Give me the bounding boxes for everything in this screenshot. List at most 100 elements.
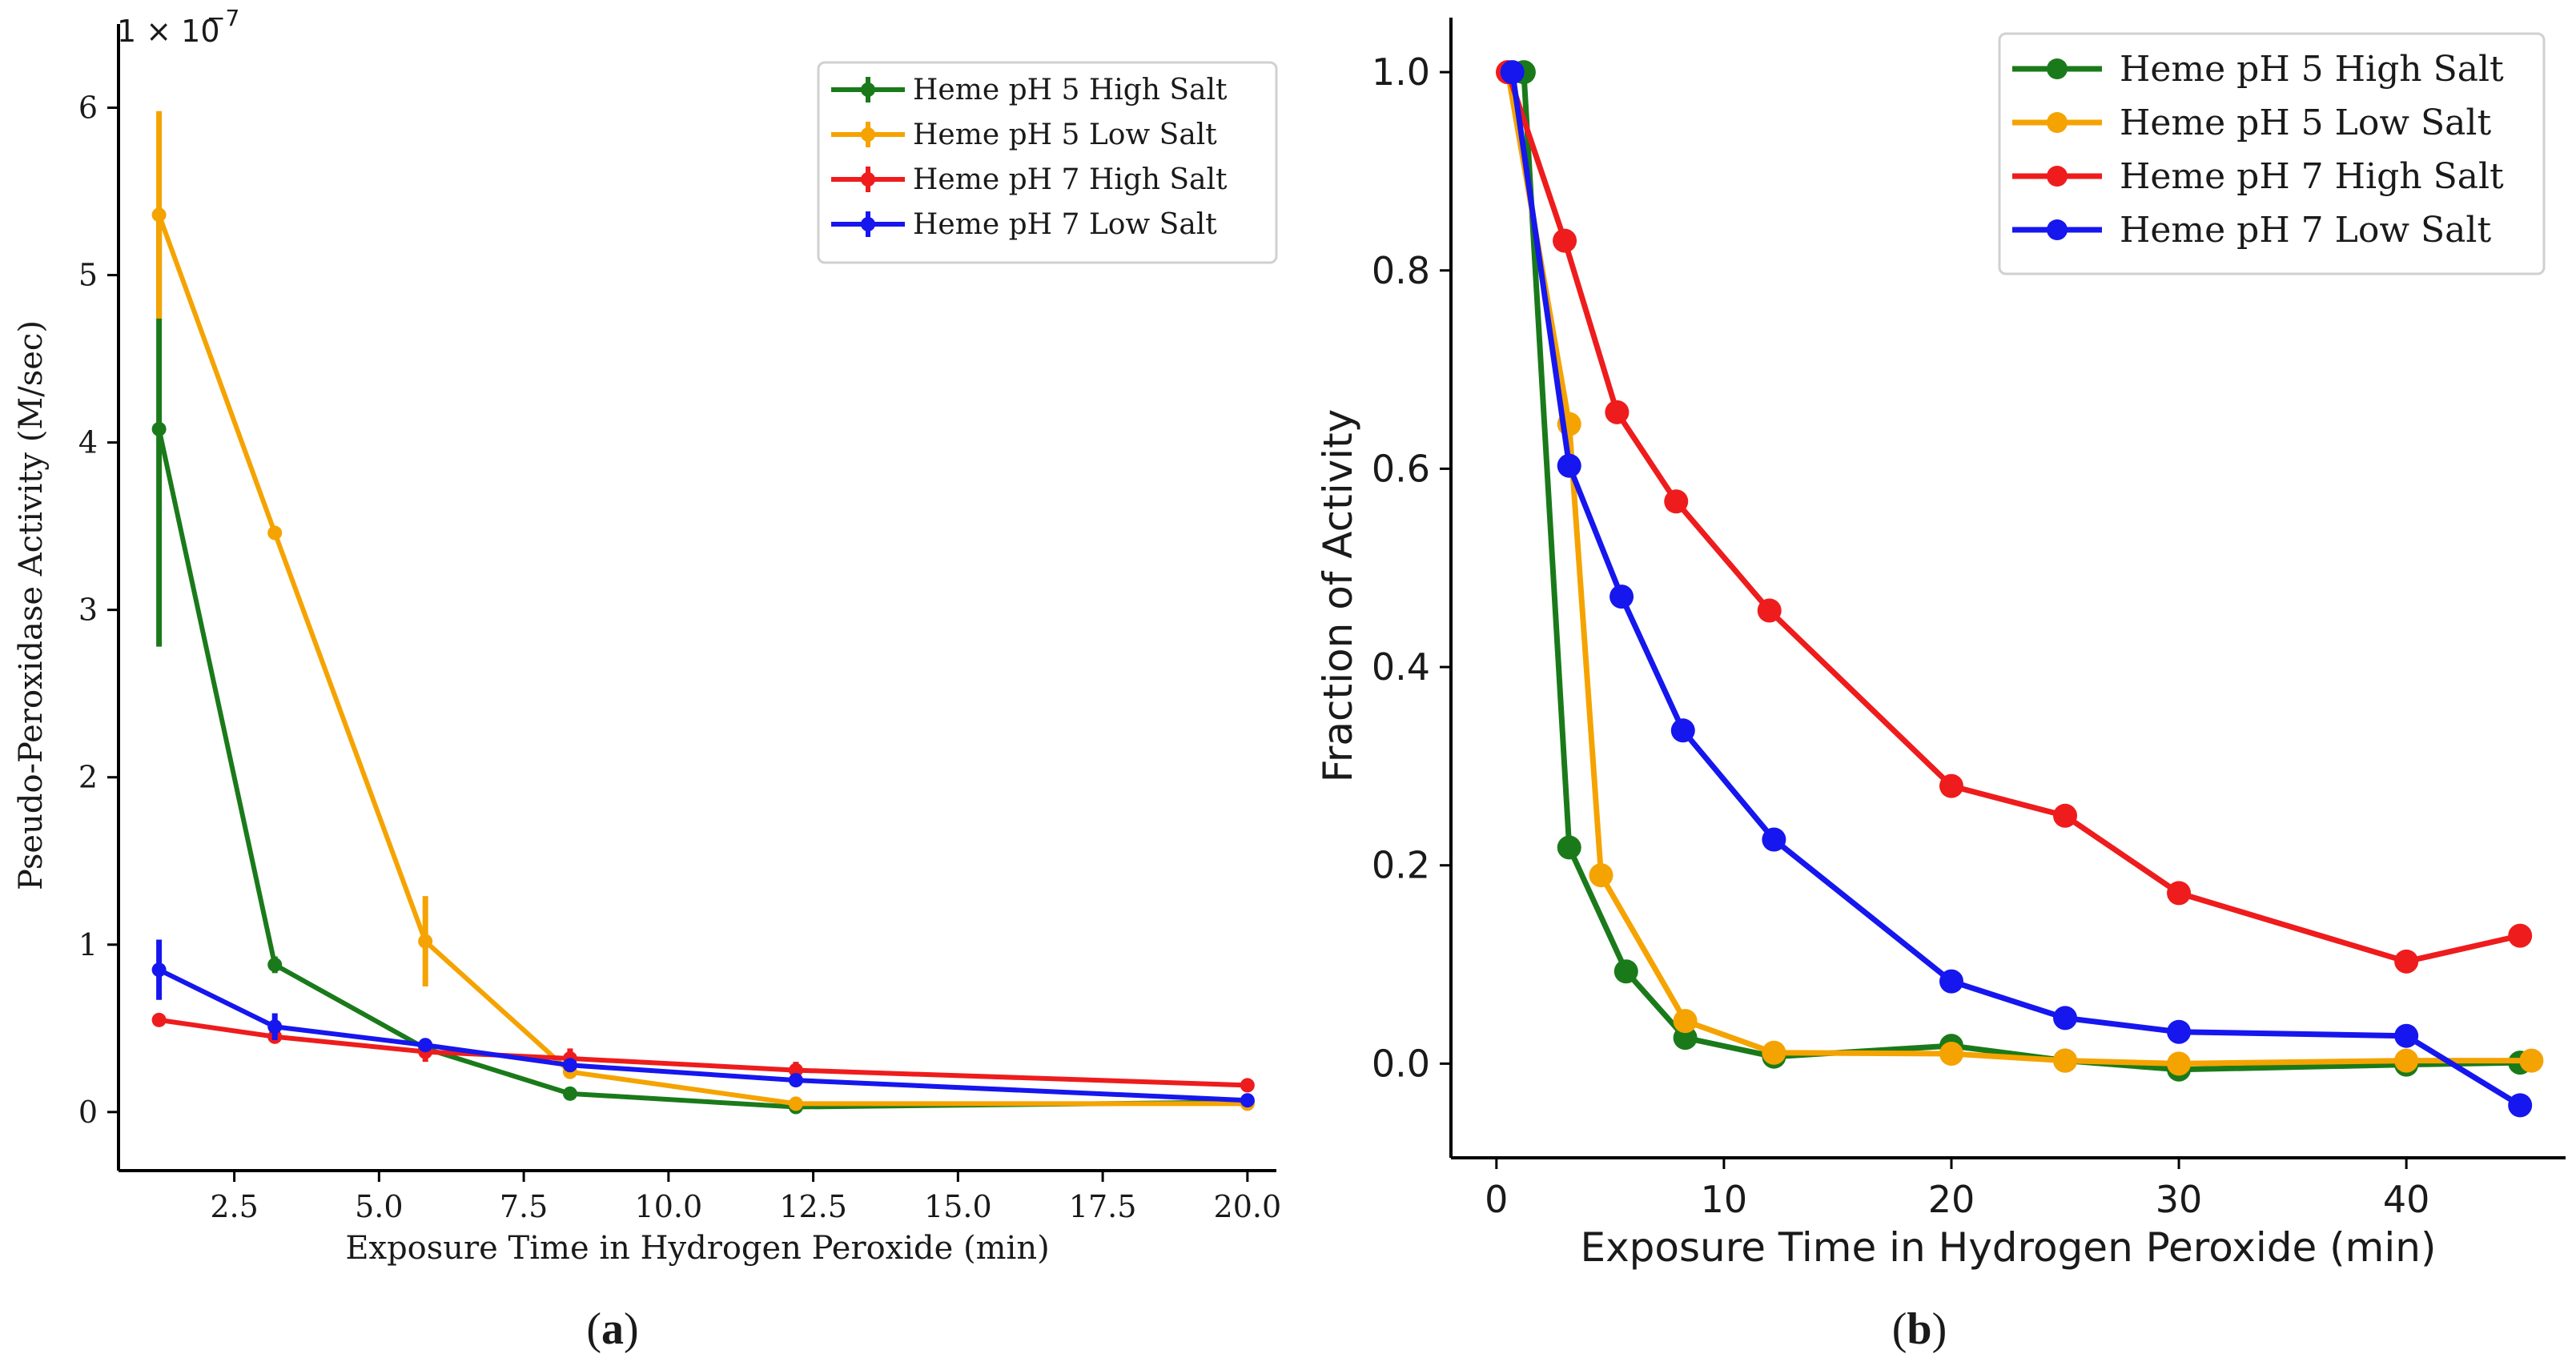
x-tick-label: 2.5 bbox=[210, 1189, 258, 1224]
data-point bbox=[1614, 959, 1638, 984]
y-tick-label: 1 bbox=[78, 927, 98, 962]
series-line bbox=[156, 428, 1248, 1110]
x-tick-label: 7.5 bbox=[500, 1189, 548, 1224]
data-point bbox=[151, 962, 167, 978]
legend-label: Heme pH 5 High Salt bbox=[2120, 49, 2504, 90]
legend-box bbox=[817, 61, 1278, 264]
x-tick-label: 30 bbox=[2156, 1178, 2203, 1221]
data-point bbox=[1500, 60, 1525, 85]
data-point bbox=[562, 1086, 577, 1101]
data-point bbox=[1240, 1093, 1255, 1108]
legend-marker bbox=[2047, 112, 2068, 133]
series-3-group bbox=[1500, 60, 2533, 1118]
x-tick-label: 20 bbox=[1928, 1178, 1975, 1221]
series-2-group bbox=[1496, 60, 2533, 974]
legend-label: Heme pH 5 Low Salt bbox=[913, 119, 1217, 151]
legend-label: Heme pH 5 High Salt bbox=[913, 74, 1228, 106]
data-point bbox=[2508, 923, 2533, 948]
x-tick-label: 12.5 bbox=[779, 1189, 847, 1224]
legend-marker bbox=[861, 172, 875, 187]
data-point bbox=[151, 1012, 167, 1027]
y-tick-label: 3 bbox=[78, 593, 98, 628]
data-point bbox=[1762, 1040, 1786, 1065]
y-tick-label: 1.0 bbox=[1372, 50, 1430, 94]
panel-a-chart: 2.5 5.0 7.5 10.0 12.5 15.0 17.5 20.0 0 1 2 3 4 5 6 Expo… bbox=[13, 5, 1281, 1354]
y-tick-label: 0.6 bbox=[1372, 447, 1430, 490]
legend-marker bbox=[861, 217, 875, 231]
series-line bbox=[1509, 71, 2522, 1108]
y-multiplier-label: 1 × 10 bbox=[117, 14, 220, 49]
legend-marker bbox=[2047, 166, 2068, 187]
x-axis-title: Exposure Time in Hydrogen Peroxide (min) bbox=[1581, 1224, 2437, 1271]
y-multiplier-exponent: −7 bbox=[207, 5, 239, 31]
data-point bbox=[1939, 969, 1963, 994]
data-point bbox=[1673, 1009, 1698, 1034]
y-tick-label: 0.2 bbox=[1372, 844, 1430, 887]
data-point bbox=[151, 421, 167, 436]
legend-marker bbox=[2047, 219, 2068, 240]
data-point bbox=[1605, 400, 1630, 424]
legend-label: Heme pH 7 Low Salt bbox=[913, 208, 1217, 241]
data-point bbox=[788, 1063, 803, 1078]
series-3-group bbox=[151, 939, 1255, 1108]
series-line bbox=[1505, 70, 2521, 965]
data-point bbox=[267, 1019, 283, 1035]
legend-label: Heme pH 5 Low Salt bbox=[2120, 102, 2491, 143]
data-point bbox=[2053, 1048, 2078, 1073]
data-point bbox=[1240, 1078, 1255, 1093]
data-point bbox=[267, 525, 283, 540]
data-point bbox=[2394, 1048, 2419, 1073]
data-point bbox=[788, 1096, 803, 1111]
data-point bbox=[2053, 803, 2078, 828]
legend-marker bbox=[861, 82, 875, 97]
data-point bbox=[2519, 1048, 2544, 1073]
data-point bbox=[1664, 489, 1689, 514]
data-point bbox=[2053, 1006, 2078, 1031]
panel-label: (a) bbox=[586, 1304, 638, 1354]
y-tick-label: 5 bbox=[78, 258, 98, 293]
panel-label: (b) bbox=[1892, 1304, 1947, 1354]
data-point bbox=[1673, 1026, 1698, 1051]
y-tick-label: 0.4 bbox=[1372, 645, 1430, 689]
data-point bbox=[1553, 228, 1577, 253]
x-tick-label: 20.0 bbox=[1214, 1189, 1282, 1224]
data-point bbox=[2167, 881, 2192, 906]
data-point bbox=[2167, 1019, 2192, 1044]
legend-label: Heme pH 7 High Salt bbox=[913, 163, 1228, 196]
data-point bbox=[2508, 1093, 2533, 1118]
y-axis-title: Pseudo-Peroxidase Activity (M/sec) bbox=[13, 320, 50, 890]
legend: Heme pH 5 High Salt Heme pH 5 Low Salt Hem… bbox=[1998, 32, 2546, 275]
panel-b-chart: 0 10 20 30 40 0.0 0.2 0.4 0.6 0.8 1.0 Exposure Time… bbox=[1315, 18, 2566, 1354]
x-tick-label: 17.5 bbox=[1069, 1189, 1137, 1224]
y-axis-title: Fraction of Activity bbox=[1315, 409, 1361, 783]
legend-marker bbox=[2047, 58, 2068, 79]
x-axis-title: Exposure Time in Hydrogen Peroxide (min) bbox=[345, 1230, 1049, 1267]
data-point bbox=[1589, 863, 1614, 888]
x-tick-label: 10 bbox=[1701, 1178, 1748, 1221]
series-0-group bbox=[151, 211, 1255, 1115]
legend-marker bbox=[861, 127, 875, 142]
y-tick-label: 0.0 bbox=[1372, 1042, 1430, 1085]
data-point bbox=[1557, 453, 1581, 478]
series-line bbox=[1505, 71, 2532, 1067]
x-tick-label: 40 bbox=[2383, 1178, 2430, 1221]
data-point bbox=[562, 1058, 577, 1073]
legend: Heme pH 5 High Salt Heme pH 5 Low Salt Hem… bbox=[817, 61, 1278, 264]
data-point bbox=[1757, 598, 1782, 623]
series-line bbox=[158, 967, 1248, 1103]
x-tick-label: 10.0 bbox=[635, 1189, 703, 1224]
data-point bbox=[1670, 718, 1695, 743]
y-tick-label: 4 bbox=[78, 425, 98, 460]
y-tick-label: 0 bbox=[78, 1095, 98, 1130]
data-point bbox=[788, 1073, 803, 1088]
legend-label: Heme pH 7 Low Salt bbox=[2120, 210, 2491, 251]
data-point bbox=[418, 1038, 433, 1053]
x-tick-label: 15.0 bbox=[924, 1189, 992, 1224]
x-tick-label: 0 bbox=[1485, 1178, 1508, 1221]
data-point bbox=[1762, 827, 1786, 852]
data-point bbox=[418, 934, 433, 949]
data-point bbox=[1939, 773, 1963, 798]
y-tick-label: 2 bbox=[78, 760, 98, 795]
data-point bbox=[267, 957, 283, 972]
